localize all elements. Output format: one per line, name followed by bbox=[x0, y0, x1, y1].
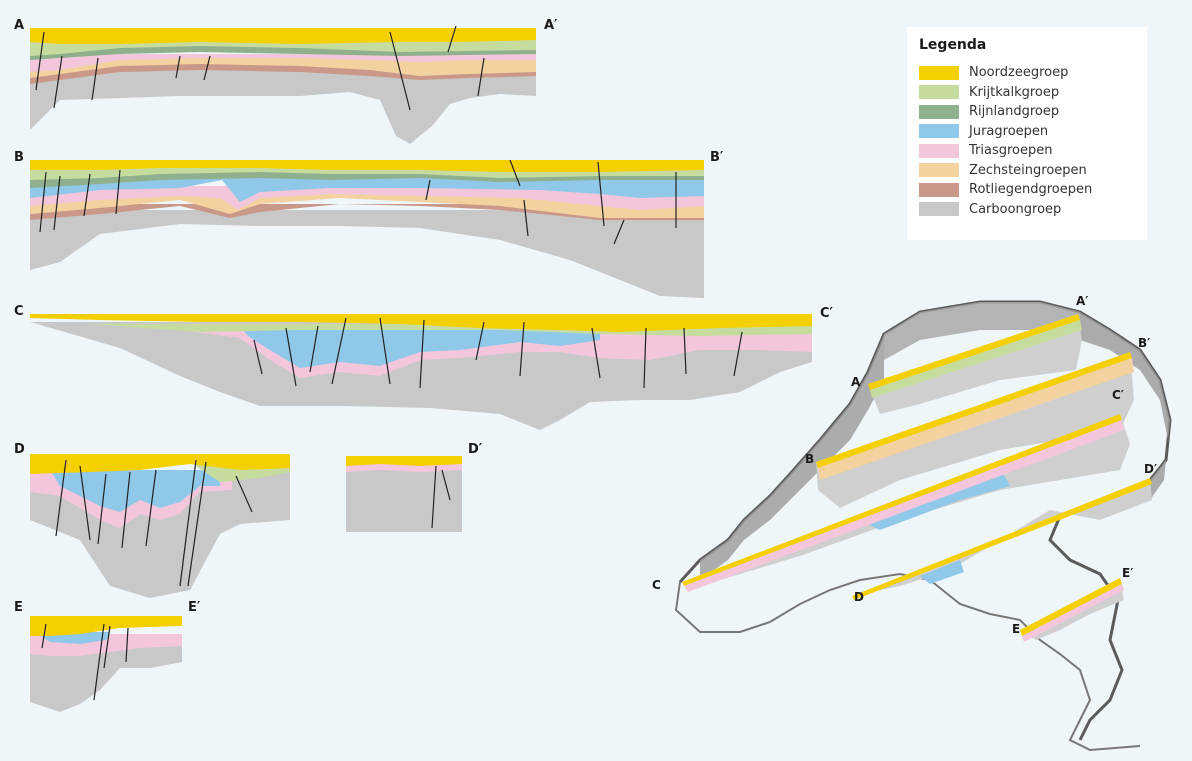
section-dp-faults bbox=[431, 465, 451, 529]
map-label-d-end: D′ bbox=[1144, 462, 1158, 476]
legend-swatch bbox=[919, 104, 959, 119]
legend-label: Krijtkalkgroep bbox=[969, 84, 1060, 100]
map-label-d: D bbox=[854, 590, 864, 604]
legend-label: Carboongroep bbox=[969, 201, 1062, 217]
map-label-c-end: C′ bbox=[1112, 388, 1124, 402]
section-c-start-label: C bbox=[14, 304, 24, 319]
section-a-carboon bbox=[30, 60, 536, 144]
section-a-start-label: A bbox=[14, 18, 25, 33]
section-e-faults bbox=[41, 623, 129, 701]
map-label-b-end: B′ bbox=[1138, 336, 1151, 350]
section-b-noordzee bbox=[30, 160, 704, 172]
section-d bbox=[30, 454, 290, 598]
fence-section-a-top bbox=[868, 314, 1080, 390]
fence-section-c-top bbox=[682, 414, 1122, 586]
legend-swatch bbox=[919, 65, 959, 80]
legend-item: Juragroepen bbox=[919, 122, 1135, 142]
fence-diagram bbox=[674, 300, 1172, 752]
section-e-noordzee bbox=[30, 616, 182, 636]
legend-item: Noordzeegroep bbox=[919, 63, 1135, 83]
section-e bbox=[30, 616, 182, 712]
legend: Legenda Noordzeegroep Krijtkalkgroep Rij… bbox=[907, 27, 1147, 240]
legend-swatch bbox=[919, 85, 959, 100]
section-c-noordzee bbox=[30, 314, 812, 332]
section-d-faults bbox=[55, 459, 253, 587]
map-label-a: A bbox=[851, 375, 861, 389]
legend-item: Rijnlandgroep bbox=[919, 102, 1135, 122]
legend-list: Noordzeegroep Krijtkalkgroep Rijnlandgro… bbox=[919, 63, 1135, 219]
section-c bbox=[30, 314, 812, 430]
section-dp-trias bbox=[346, 464, 462, 472]
map-label-b: B bbox=[805, 452, 815, 466]
fence-section-e-trias bbox=[1022, 584, 1124, 642]
fence-west-wall bbox=[700, 334, 884, 580]
section-c-faults bbox=[253, 317, 743, 389]
fence-section-e-top bbox=[1020, 578, 1122, 636]
section-a bbox=[30, 25, 536, 144]
section-d-end-label: D′ bbox=[468, 442, 483, 457]
fence-section-d-jura bbox=[920, 560, 964, 584]
legend-swatch bbox=[919, 163, 959, 178]
legend-label: Noordzeegroep bbox=[969, 65, 1069, 81]
legend-label: Juragroepen bbox=[969, 123, 1049, 139]
section-dp-noordzee bbox=[346, 456, 462, 466]
section-e-carboon bbox=[30, 640, 182, 712]
legend-label: Rijnlandgroep bbox=[969, 104, 1060, 120]
legend-item: Krijtkalkgroep bbox=[919, 83, 1135, 103]
section-b-faults bbox=[39, 159, 677, 245]
legend-swatch bbox=[919, 182, 959, 197]
fence-section-d-top bbox=[852, 478, 1152, 600]
fence-section-c-trias bbox=[684, 420, 1124, 592]
legend-swatch bbox=[919, 124, 959, 139]
section-a-end-label: A′ bbox=[544, 18, 558, 33]
legend-label: Rotliegendgroepen bbox=[969, 182, 1093, 198]
legend-swatch bbox=[919, 143, 959, 158]
section-dp-carboon bbox=[346, 466, 462, 532]
fence-section-a-band bbox=[870, 320, 1082, 398]
section-a-krijtkalk bbox=[30, 40, 536, 56]
section-d-prime bbox=[346, 456, 462, 532]
legend-item: Rotliegendgroepen bbox=[919, 180, 1135, 200]
legend-label: Zechsteingroepen bbox=[969, 162, 1087, 178]
section-e-start-label: E bbox=[14, 600, 23, 615]
section-b bbox=[30, 159, 704, 298]
section-b-end-label: B′ bbox=[710, 150, 724, 165]
section-d-noordzee bbox=[30, 454, 290, 474]
section-d-start-label: D bbox=[14, 442, 25, 457]
legend-item: Triasgroepen bbox=[919, 141, 1135, 161]
legend-item: Carboongroep bbox=[919, 200, 1135, 220]
map-label-e-end: E′ bbox=[1122, 566, 1134, 580]
map-label-c: C bbox=[652, 578, 661, 592]
legend-swatch bbox=[919, 202, 959, 217]
legend-title: Legenda bbox=[919, 37, 987, 53]
section-b-start-label: B bbox=[14, 150, 24, 165]
section-e-end-label: E′ bbox=[188, 600, 201, 615]
fence-section-b-top bbox=[816, 352, 1132, 468]
section-b-jura bbox=[30, 178, 704, 202]
fence-north-wall bbox=[884, 302, 1080, 360]
legend-label: Triasgroepen bbox=[969, 143, 1053, 159]
fence-section-b-band bbox=[818, 358, 1134, 480]
section-a-noordzee bbox=[30, 28, 536, 44]
section-d-jura bbox=[50, 470, 220, 512]
fence-east-wall bbox=[1080, 312, 1170, 500]
map-south-outline bbox=[674, 572, 1141, 752]
section-a-faults bbox=[35, 25, 485, 111]
section-c-jura bbox=[240, 326, 600, 368]
section-a-trias bbox=[30, 54, 536, 72]
map-label-e: E bbox=[1012, 622, 1021, 636]
map-label-a-end: A′ bbox=[1076, 294, 1089, 308]
section-c-end-label: C′ bbox=[820, 306, 833, 321]
legend-item: Zechsteingroepen bbox=[919, 161, 1135, 181]
section-b-trias bbox=[30, 186, 704, 210]
section-b-carboon bbox=[30, 210, 704, 298]
